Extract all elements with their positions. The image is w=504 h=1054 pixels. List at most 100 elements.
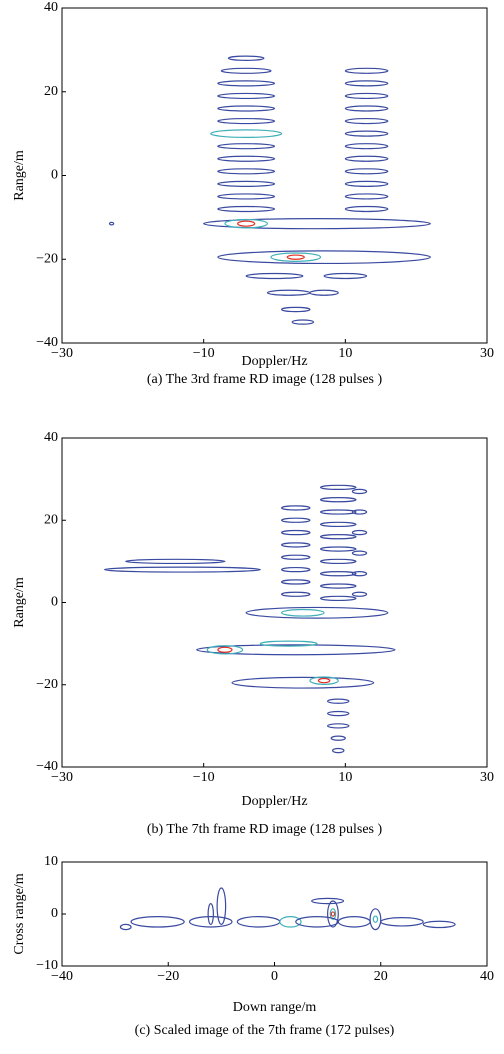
y-tick-label: −20 — [36, 677, 58, 692]
contour-line — [217, 168, 276, 175]
contour-line — [331, 747, 345, 754]
contour-line — [344, 155, 389, 162]
contour-line — [351, 571, 368, 577]
x-tick-label: 0 — [271, 969, 278, 984]
contour-line — [236, 915, 281, 928]
contour-line — [217, 105, 276, 112]
y-tick-label: 0 — [51, 168, 58, 183]
contour-line — [210, 129, 283, 138]
contour-line — [337, 915, 371, 928]
contour-line — [280, 579, 311, 585]
contour-line — [344, 130, 389, 137]
contour-line — [259, 640, 318, 647]
x-tick-label: 30 — [480, 346, 494, 361]
plot-frame — [61, 437, 488, 768]
y-tick-label: −20 — [36, 251, 58, 266]
contour-line — [319, 484, 357, 491]
contour-line — [217, 180, 276, 187]
contour-line — [280, 529, 311, 536]
contour-line — [319, 558, 357, 565]
contour-line — [217, 92, 276, 100]
contour-line — [319, 595, 357, 602]
contour-line — [329, 908, 337, 920]
x-axis-label: Doppler/Hz — [241, 794, 307, 809]
plot-frame — [61, 7, 488, 344]
contour-line — [231, 676, 375, 689]
y-tick-label: 10 — [44, 854, 58, 869]
contour-line — [220, 67, 272, 74]
contour-line — [227, 55, 265, 61]
contour-line — [270, 252, 322, 262]
contour-line — [207, 902, 215, 925]
contour-line — [280, 542, 311, 548]
contour-line — [280, 608, 325, 617]
contour-line — [380, 917, 424, 927]
y-tick-label: −40 — [36, 759, 58, 774]
contour-line — [195, 644, 396, 656]
contour-line — [216, 887, 227, 926]
x-tick-label: −20 — [157, 969, 179, 984]
contour-line — [280, 306, 311, 313]
contour-line — [351, 509, 368, 515]
contour-line — [237, 220, 256, 227]
contour-line — [344, 117, 389, 125]
x-tick-label: −30 — [51, 346, 73, 361]
contour-line — [125, 558, 226, 565]
y-axis-label: Range/m — [12, 577, 27, 628]
contour-line — [245, 272, 304, 280]
x-tick-label: 10 — [338, 770, 352, 785]
contour-line — [217, 205, 276, 213]
contour-line — [319, 546, 357, 552]
contour-line — [319, 509, 357, 515]
plot-frame — [61, 861, 488, 967]
contour-line — [344, 193, 389, 200]
contour-line — [217, 143, 276, 150]
contour-line — [280, 554, 311, 560]
contour-line — [319, 583, 357, 589]
contour-line — [279, 915, 302, 928]
contour-line — [330, 911, 336, 917]
contour-line — [369, 908, 382, 931]
contour-line — [280, 505, 311, 511]
y-tick-label: 0 — [51, 595, 58, 610]
contour-line — [327, 710, 350, 717]
caption: (a) The 3rd frame RD image (128 pulses ) — [147, 372, 383, 387]
x-tick-label: 20 — [374, 969, 388, 984]
contour-line — [280, 566, 311, 573]
contour-line — [319, 497, 357, 503]
contour-line — [327, 723, 350, 729]
x-tick-label: 10 — [338, 346, 352, 361]
contour-line — [280, 517, 311, 523]
contour-line — [119, 923, 132, 931]
contour-line — [217, 193, 276, 200]
contour-line — [203, 218, 431, 230]
contour-line — [327, 900, 339, 928]
contour-line — [309, 676, 339, 685]
caption: (b) The 7th frame RD image (128 pulses ) — [147, 822, 383, 837]
contour-line — [217, 117, 276, 125]
y-tick-label: 20 — [44, 512, 58, 527]
contour-line — [319, 521, 357, 528]
x-tick-label: −30 — [51, 770, 73, 785]
x-axis-label: Down range/m — [233, 1000, 317, 1015]
x-tick-label: 30 — [480, 770, 494, 785]
contour-line — [344, 205, 389, 213]
contour-line — [319, 534, 357, 540]
y-tick-label: 40 — [44, 0, 58, 15]
y-tick-label: −10 — [36, 958, 58, 973]
contour-line — [245, 606, 389, 619]
y-axis-label: Cross range/m — [12, 873, 27, 954]
contour-line — [351, 529, 368, 536]
contour-line — [217, 250, 431, 265]
contour-line — [344, 92, 389, 100]
contour-line — [351, 488, 368, 495]
contour-line — [344, 143, 389, 150]
contour-line — [323, 272, 368, 280]
contour-line — [280, 591, 311, 597]
contour-line — [317, 677, 331, 684]
contour-line — [344, 168, 389, 175]
contour-line — [103, 566, 261, 573]
x-tick-label: −10 — [193, 770, 215, 785]
y-axis-label: Range/m — [12, 150, 27, 201]
